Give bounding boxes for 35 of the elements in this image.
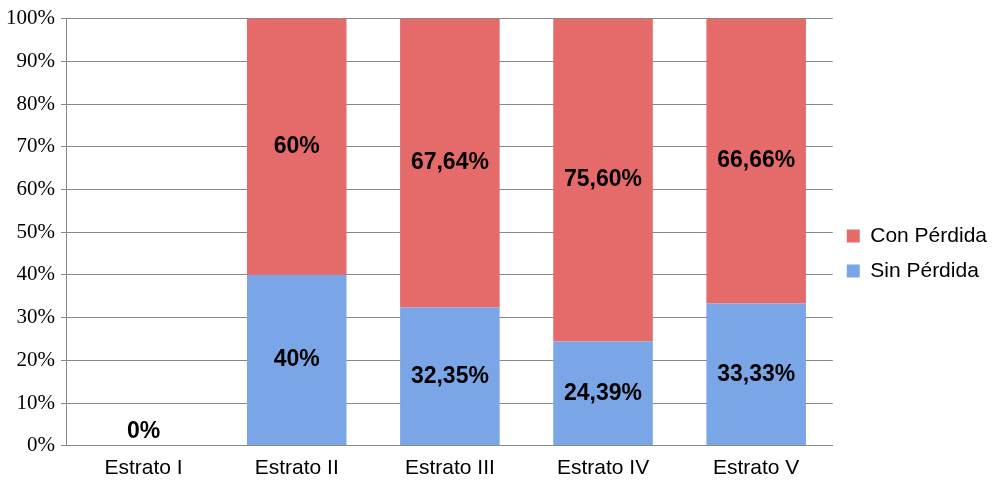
data-label: 40% <box>273 345 320 372</box>
data-label: 75,60% <box>564 165 643 192</box>
x-tick-label: Estrato I <box>104 455 183 479</box>
bar <box>553 18 653 342</box>
legend-label: Sin Pérdida <box>870 257 980 281</box>
data-label: 33,33% <box>717 359 796 386</box>
data-label: 67,64% <box>410 148 489 175</box>
y-tick-label: 20% <box>16 346 55 371</box>
bar <box>706 303 806 446</box>
bar <box>400 307 500 446</box>
y-tick-label: 60% <box>16 176 55 200</box>
x-tick-label: Estrato IV <box>556 455 650 479</box>
data-label: 66,66% <box>717 146 796 173</box>
data-label: 0% <box>126 417 161 444</box>
x-tick-label: Estrato V <box>713 455 800 479</box>
bar <box>400 18 500 308</box>
bar <box>553 341 653 446</box>
y-tick-label: 80% <box>16 90 55 115</box>
x-tick-label: Estrato III <box>404 455 495 479</box>
bar <box>706 18 806 304</box>
data-label: 24,39% <box>564 378 643 405</box>
y-tick-label: 70% <box>16 133 55 158</box>
bar <box>246 274 347 446</box>
data-label: 32,35% <box>410 361 489 388</box>
x-tick-label: Estrato II <box>254 455 339 479</box>
y-tick-label: 0% <box>26 432 55 457</box>
data-label: 60% <box>273 132 320 159</box>
y-tick-label: 30% <box>16 304 55 329</box>
y-tick-label: 90% <box>16 47 55 72</box>
y-tick-label: 40% <box>16 261 55 286</box>
y-tick-label: 100% <box>5 5 55 30</box>
legend-label: Con Pérdida <box>870 222 988 246</box>
y-tick-label: 10% <box>16 389 55 414</box>
bar <box>246 18 347 275</box>
y-tick-label: 50% <box>16 218 55 243</box>
